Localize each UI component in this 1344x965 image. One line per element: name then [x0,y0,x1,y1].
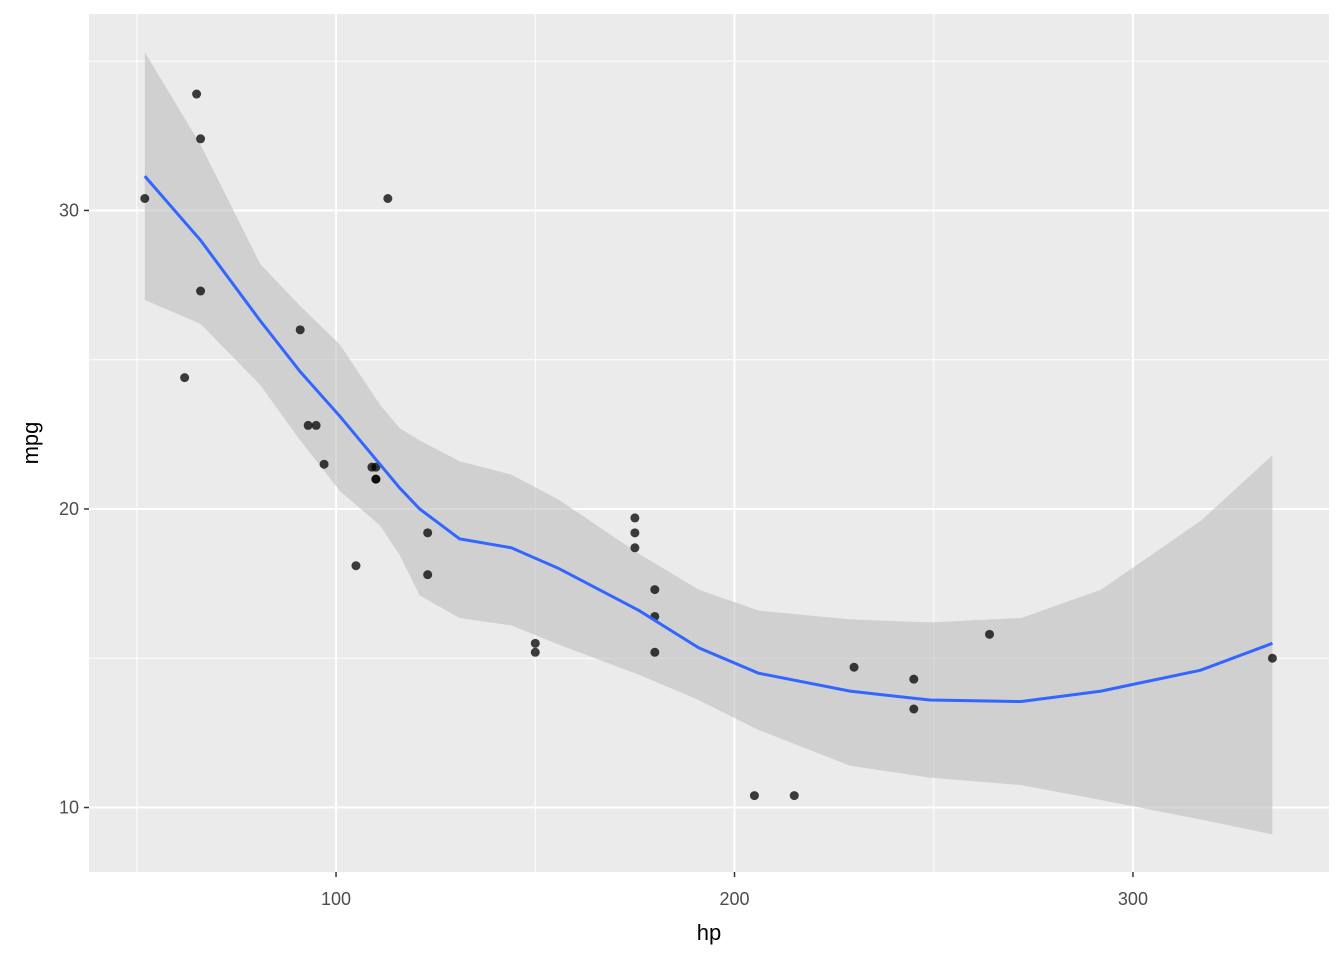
data-point [423,570,433,580]
data-point [196,286,206,296]
data-point [749,791,759,801]
data-point [909,674,919,684]
data-point [319,459,329,469]
y-tick-label: 30 [59,200,79,220]
data-point [295,325,305,335]
data-point [383,193,393,203]
y-axis-label: mpg [18,422,43,465]
data-point [196,134,206,144]
x-tick-label: 300 [1118,889,1148,909]
data-point [192,89,202,99]
data-point [530,638,540,648]
smooth-line [143,175,1273,704]
data-point [630,528,640,538]
data-point [849,662,859,672]
data-point [1267,653,1277,663]
data-points [140,89,1277,801]
data-point [351,561,361,571]
data-point [909,704,919,714]
axes: 100 200 300 10 20 30 [59,200,1148,909]
data-point [180,373,190,383]
data-point [140,193,150,203]
y-tick-label: 20 [59,499,79,519]
data-point [423,528,433,538]
data-point [630,513,640,523]
x-tick-label: 100 [321,889,351,909]
y-tick-label: 10 [59,798,79,818]
data-point [650,647,660,657]
x-tick-label: 200 [719,889,749,909]
data-point [367,462,377,472]
confidence-band [144,52,1273,835]
data-point [311,420,321,430]
major-gridlines [89,14,1329,872]
data-point [530,647,540,657]
data-point [630,543,640,553]
data-point [303,420,313,430]
data-point [789,791,799,801]
data-point [371,474,381,484]
x-axis-label: hp [697,920,721,945]
data-point [650,585,660,595]
data-point [985,629,995,639]
